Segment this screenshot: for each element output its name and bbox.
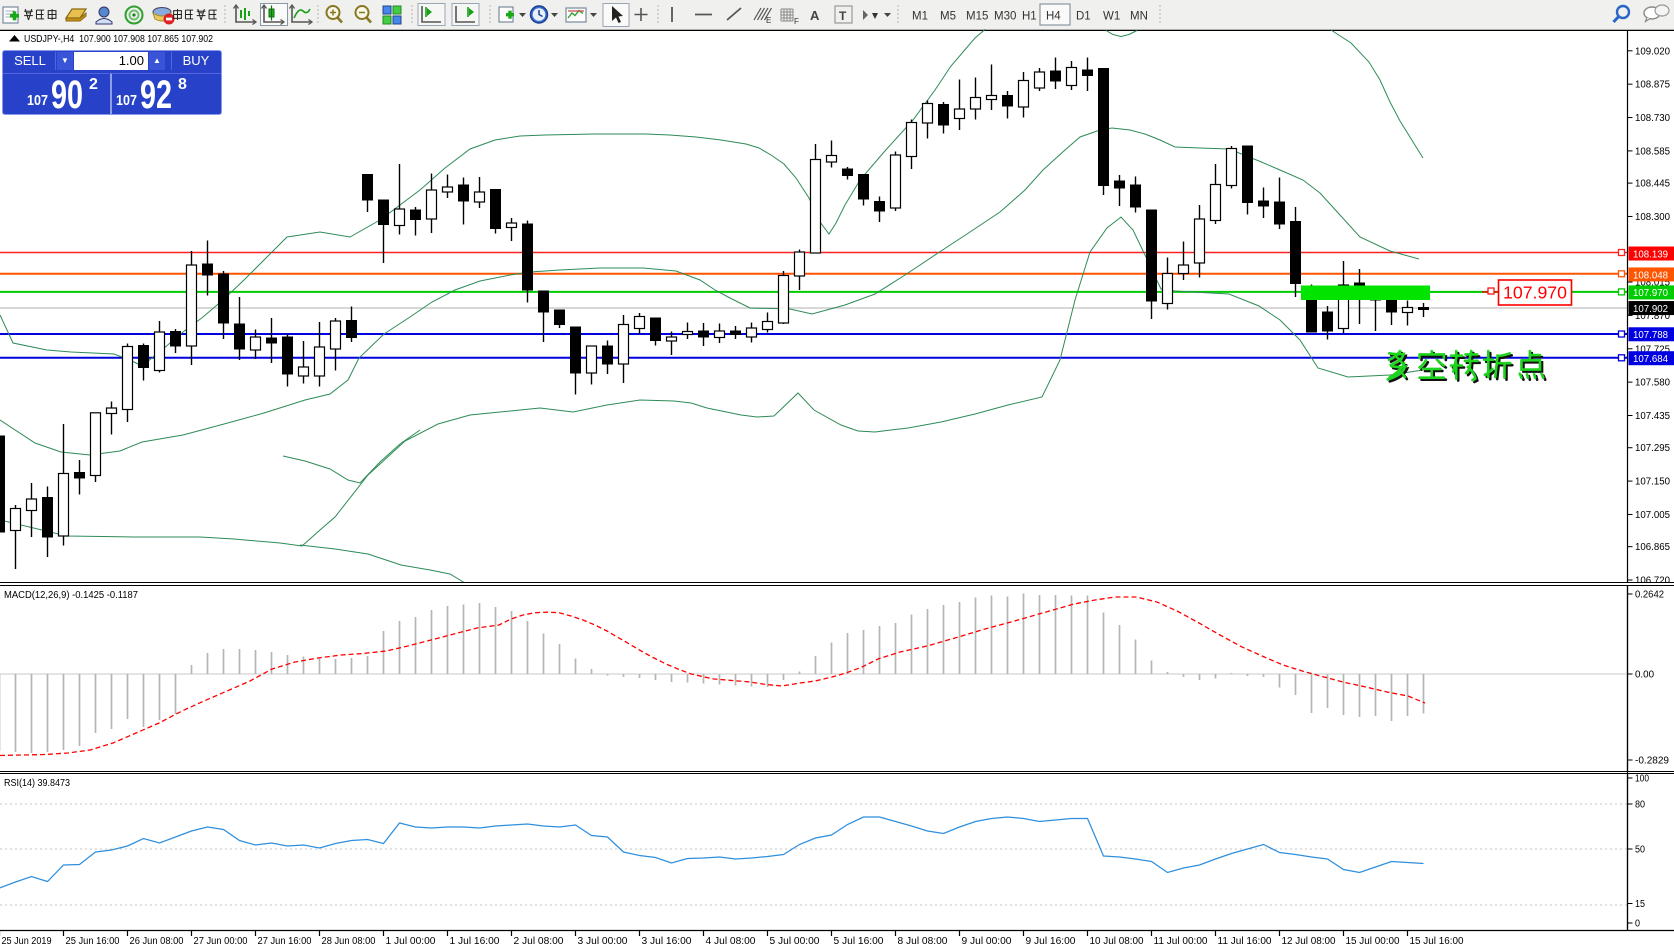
svg-text:3 Jul 00:00: 3 Jul 00:00 — [578, 936, 629, 947]
svg-text:106.865: 106.865 — [1635, 542, 1670, 553]
svg-text:107: 107 — [27, 92, 48, 109]
svg-text:27 Jun 00:00: 27 Jun 00:00 — [194, 936, 249, 947]
svg-text:108.300: 108.300 — [1635, 212, 1670, 223]
svg-text:F: F — [794, 17, 799, 26]
svg-text:107.725: 107.725 — [1635, 344, 1670, 355]
svg-text:M5: M5 — [940, 11, 956, 23]
svg-text:2 Jul 08:00: 2 Jul 08:00 — [514, 936, 565, 947]
svg-text:3 Jul 16:00: 3 Jul 16:00 — [642, 936, 693, 947]
svg-text:D1: D1 — [1076, 11, 1091, 23]
svg-text:5 Jul 16:00: 5 Jul 16:00 — [834, 936, 885, 947]
svg-text:109.020: 109.020 — [1635, 46, 1670, 57]
svg-text:H1: H1 — [1022, 11, 1037, 23]
svg-text:4 Jul 08:00: 4 Jul 08:00 — [706, 936, 757, 947]
svg-text:108.585: 108.585 — [1635, 146, 1670, 157]
svg-text:15 Jul 00:00: 15 Jul 00:00 — [1346, 936, 1401, 947]
svg-text:12 Jul 08:00: 12 Jul 08:00 — [1282, 936, 1337, 947]
svg-text:W1: W1 — [1103, 11, 1120, 23]
svg-text:26 Jun 08:00: 26 Jun 08:00 — [130, 936, 185, 947]
svg-text:2: 2 — [89, 76, 98, 93]
svg-text:11 Jul 00:00: 11 Jul 00:00 — [1154, 936, 1209, 947]
svg-text:15: 15 — [1635, 899, 1645, 910]
svg-text:H4: H4 — [1046, 11, 1061, 23]
svg-text:USDJPY-,H4 107.900 107.908 10: USDJPY-,H4 107.900 107.908 107.865 107.9… — [24, 33, 213, 45]
svg-text:RSI(14) 39.8473: RSI(14) 39.8473 — [4, 778, 70, 789]
svg-text:90: 90 — [51, 73, 83, 114]
svg-text:107.295: 107.295 — [1635, 443, 1670, 454]
svg-text:80: 80 — [1635, 800, 1645, 811]
svg-text:0.2642: 0.2642 — [1635, 590, 1664, 601]
svg-text:108.015: 108.015 — [1635, 278, 1670, 289]
svg-text:107.684: 107.684 — [1633, 354, 1668, 365]
svg-text:1 Jul 00:00: 1 Jul 00:00 — [386, 936, 437, 947]
svg-text:M1: M1 — [912, 11, 928, 23]
svg-text:MN: MN — [1130, 11, 1148, 23]
svg-text:T: T — [839, 9, 847, 23]
svg-text:28 Jun 08:00: 28 Jun 08:00 — [322, 936, 377, 947]
svg-text:107.902: 107.902 — [1633, 304, 1668, 315]
svg-text:27 Jun 16:00: 27 Jun 16:00 — [258, 936, 313, 947]
svg-text:108.730: 108.730 — [1635, 113, 1670, 124]
svg-text:1 Jul 16:00: 1 Jul 16:00 — [450, 936, 501, 947]
svg-text:100: 100 — [1635, 774, 1649, 785]
svg-text:92: 92 — [140, 73, 172, 114]
svg-text:107.435: 107.435 — [1635, 411, 1670, 422]
svg-text:8: 8 — [178, 76, 187, 93]
svg-text:50: 50 — [1635, 845, 1645, 856]
svg-text:107.870: 107.870 — [1635, 311, 1670, 322]
svg-text:11 Jul 16:00: 11 Jul 16:00 — [1218, 936, 1273, 947]
svg-text:A: A — [810, 8, 820, 23]
svg-text:108.139: 108.139 — [1633, 249, 1668, 260]
svg-text:M30: M30 — [994, 11, 1016, 23]
svg-text:9 Jul 16:00: 9 Jul 16:00 — [1026, 936, 1077, 947]
svg-text:M15: M15 — [966, 11, 988, 23]
svg-text:107.005: 107.005 — [1635, 510, 1670, 521]
svg-text:-0.2829: -0.2829 — [1635, 756, 1669, 767]
svg-text:107.970: 107.970 — [1633, 288, 1668, 299]
svg-text:15 Jul 16:00: 15 Jul 16:00 — [1410, 936, 1465, 947]
svg-text:25 Jun 2019: 25 Jun 2019 — [2, 936, 52, 947]
svg-text:MACD(12,26,9) -0.1425 -0.1187: MACD(12,26,9) -0.1425 -0.1187 — [4, 590, 138, 601]
svg-text:107.150: 107.150 — [1635, 477, 1670, 488]
svg-text:E: E — [766, 16, 771, 25]
svg-text:107.580: 107.580 — [1635, 378, 1670, 389]
svg-text:8 Jul 08:00: 8 Jul 08:00 — [898, 936, 949, 947]
svg-text:108.875: 108.875 — [1635, 80, 1670, 91]
svg-text:107.970: 107.970 — [1503, 283, 1567, 303]
svg-text:0: 0 — [1635, 919, 1640, 930]
svg-text:107.788: 107.788 — [1633, 330, 1668, 341]
svg-text:108.445: 108.445 — [1635, 179, 1670, 190]
svg-text:0.00: 0.00 — [1635, 670, 1654, 681]
svg-text:5 Jul 00:00: 5 Jul 00:00 — [770, 936, 821, 947]
svg-text:107: 107 — [116, 92, 137, 109]
svg-text:106.720: 106.720 — [1635, 576, 1670, 587]
svg-text:25 Jun 16:00: 25 Jun 16:00 — [66, 936, 121, 947]
svg-text:9 Jul 00:00: 9 Jul 00:00 — [962, 936, 1013, 947]
svg-text:10 Jul 08:00: 10 Jul 08:00 — [1090, 936, 1145, 947]
svg-text:108.048: 108.048 — [1633, 270, 1668, 281]
